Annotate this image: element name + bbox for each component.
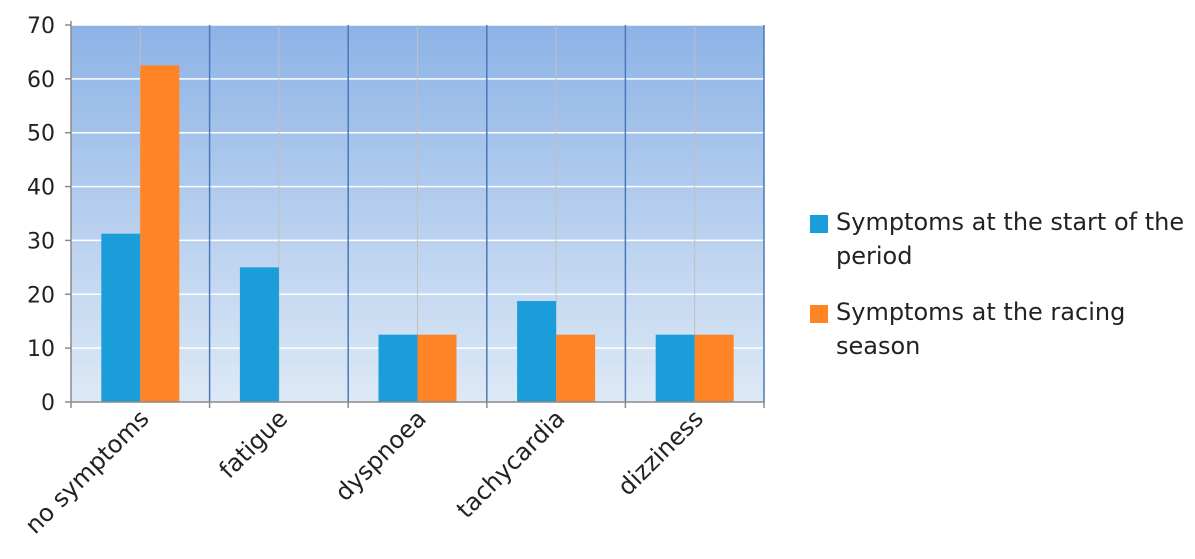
bar-start-no-symptoms (101, 233, 141, 402)
y-tick-label: 70 (27, 14, 55, 39)
bar-start-dizziness (655, 334, 695, 402)
bar-racing-dyspnoea (417, 334, 457, 402)
x-category-labels: no symptoms fatigue dyspnoea tachycardia diz… (20, 404, 709, 539)
legend-swatch-racing (810, 305, 828, 323)
y-tick-label: 60 (27, 68, 55, 93)
bar-racing-dizziness (694, 334, 734, 402)
legend-swatch-start (810, 215, 828, 233)
x-category-label: fatigue (214, 404, 294, 484)
legend-item-start: Symptoms at the start of the period (810, 205, 1195, 273)
y-tick-label: 10 (27, 337, 55, 362)
y-tick-label: 50 (27, 122, 55, 147)
x-category-label: dizziness (612, 404, 709, 501)
bar-start-dyspnoea (378, 334, 418, 402)
y-tick-labels: 0 10 20 30 40 50 60 70 (27, 14, 55, 416)
bar-start-fatigue (239, 267, 279, 402)
y-tick-label: 40 (27, 176, 55, 201)
x-category-label: dyspnoea (330, 404, 432, 506)
y-tick-label: 0 (41, 391, 55, 416)
axes (65, 21, 765, 408)
legend-label-start: Symptoms at the start of the period (836, 208, 1185, 270)
x-category-label: no symptoms (20, 404, 155, 539)
bar-start-tachycardia (517, 301, 557, 402)
bar-racing-tachycardia (556, 334, 596, 402)
bars (101, 65, 734, 403)
y-tick-label: 20 (27, 283, 55, 308)
y-tick-label: 30 (27, 229, 55, 254)
legend-label-racing: Symptoms at the racing season (836, 298, 1126, 360)
bar-racing-no-symptoms (140, 65, 180, 403)
x-category-label: tachycardia (451, 404, 570, 523)
legend: Symptoms at the start of the period Symp… (810, 205, 1195, 385)
legend-item-racing: Symptoms at the racing season (810, 295, 1195, 363)
